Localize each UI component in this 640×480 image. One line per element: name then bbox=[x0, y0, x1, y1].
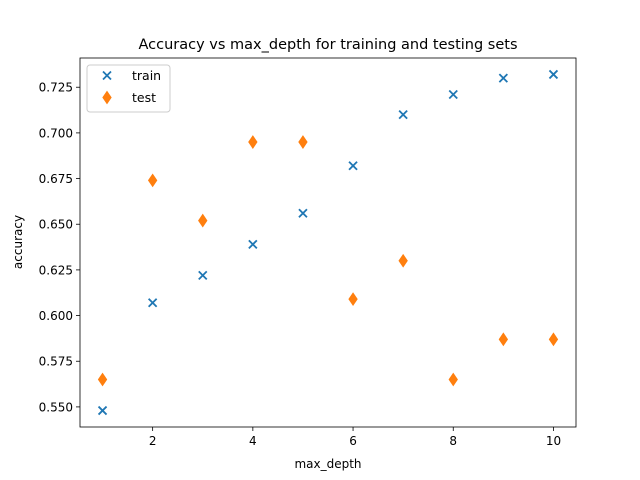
legend-label-train: train bbox=[132, 68, 161, 83]
chart-title: Accuracy vs max_depth for training and t… bbox=[138, 37, 517, 53]
plot-area bbox=[80, 58, 576, 427]
legend: train test bbox=[86, 64, 171, 113]
train-point bbox=[498, 73, 508, 83]
train-point bbox=[548, 69, 559, 80]
test-point bbox=[348, 292, 358, 307]
y-tick-label: 0.675 bbox=[39, 172, 73, 186]
train-point bbox=[348, 161, 358, 171]
train-point bbox=[448, 89, 458, 100]
legend-label-test: test bbox=[132, 90, 156, 105]
y-tick-label: 0.700 bbox=[39, 126, 73, 140]
train-point bbox=[298, 208, 308, 218]
x-axis-ticks: 2 4 6 8 10 bbox=[149, 427, 561, 448]
train-point bbox=[97, 405, 108, 416]
x-tick-label: 8 bbox=[449, 434, 457, 448]
y-tick-label: 0.725 bbox=[39, 81, 73, 95]
x-tick-label: 10 bbox=[546, 434, 561, 448]
legend-marker-train bbox=[102, 70, 112, 81]
train-point bbox=[398, 109, 408, 120]
x-axis-label: max_depth bbox=[294, 457, 361, 471]
y-tick-label: 0.575 bbox=[39, 355, 73, 369]
train-point bbox=[248, 239, 258, 249]
x-tick-label: 6 bbox=[349, 434, 357, 448]
test-point bbox=[398, 253, 408, 268]
legend-x-marker bbox=[102, 70, 112, 81]
test-point bbox=[548, 332, 559, 347]
y-axis-label: accuracy bbox=[11, 215, 25, 269]
x-tick-label: 2 bbox=[149, 434, 157, 448]
y-tick-label: 0.625 bbox=[39, 263, 73, 277]
test-point bbox=[298, 135, 308, 149]
y-tick-label: 0.550 bbox=[39, 400, 73, 414]
train-point bbox=[198, 270, 208, 281]
test-point bbox=[498, 332, 509, 347]
test-point bbox=[147, 173, 158, 188]
plot-frame bbox=[79, 57, 577, 428]
test-point bbox=[97, 372, 108, 387]
x-tick-label: 4 bbox=[249, 434, 257, 448]
y-tick-label: 0.600 bbox=[39, 309, 73, 323]
test-point bbox=[448, 372, 458, 387]
test-point bbox=[248, 135, 258, 149]
data-marks bbox=[97, 69, 559, 416]
y-axis-ticks: 0.550 0.575 0.600 0.625 0.650 0.675 0.700 0.725 bbox=[39, 81, 80, 414]
test-point bbox=[198, 213, 208, 228]
legend-marker-test bbox=[102, 90, 112, 105]
legend-diamond-marker bbox=[102, 90, 112, 105]
y-tick-label: 0.650 bbox=[39, 218, 73, 232]
train-point bbox=[148, 298, 158, 308]
